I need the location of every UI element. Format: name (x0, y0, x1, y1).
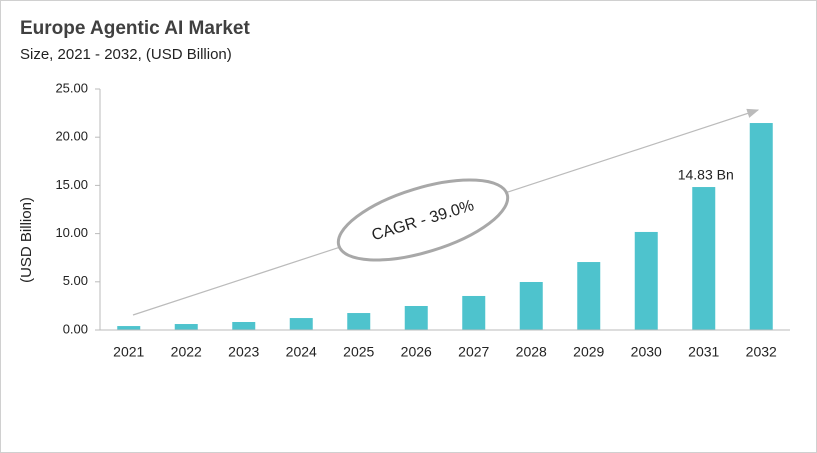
x-tick-label: 2032 (746, 344, 777, 360)
y-tick-label: 20.00 (55, 129, 88, 144)
chart-subtitle: Size, 2021 - 2032, (USD Billion) (20, 46, 232, 63)
bar (289, 318, 313, 330)
bar (174, 324, 198, 330)
y-tick-label: 5.00 (63, 273, 88, 288)
y-tick-label: 25.00 (55, 80, 88, 95)
y-axis-label: (USD Billion) (18, 197, 35, 283)
bar (749, 123, 773, 330)
bar (692, 187, 716, 330)
bar (462, 295, 486, 330)
x-tick-label: 2022 (171, 344, 202, 360)
y-tick-label: 15.00 (55, 177, 88, 192)
bar (577, 262, 601, 330)
x-tick-label: 2027 (458, 344, 489, 360)
bar (634, 231, 658, 330)
value-label: 14.83 Bn (678, 167, 734, 183)
x-tick-label: 2030 (631, 344, 662, 360)
x-tick-label: 2025 (343, 344, 374, 360)
x-tick-label: 2024 (286, 344, 317, 360)
bar (404, 305, 428, 330)
x-tick-label: 2023 (228, 344, 259, 360)
bar (347, 313, 371, 330)
x-tick-label: 2029 (573, 344, 604, 360)
x-tick-label: 2031 (688, 344, 719, 360)
x-tick-label: 2026 (401, 344, 432, 360)
y-tick-label: 10.00 (55, 225, 88, 240)
x-tick-label: 2028 (516, 344, 547, 360)
y-tick-label: 0.00 (63, 321, 88, 336)
x-tick-label: 2021 (113, 344, 144, 360)
bar (117, 326, 141, 330)
bar (519, 281, 543, 330)
cagr-ellipse (336, 178, 510, 262)
chart-title: Europe Agentic AI Market (20, 18, 250, 39)
bar (232, 321, 256, 330)
